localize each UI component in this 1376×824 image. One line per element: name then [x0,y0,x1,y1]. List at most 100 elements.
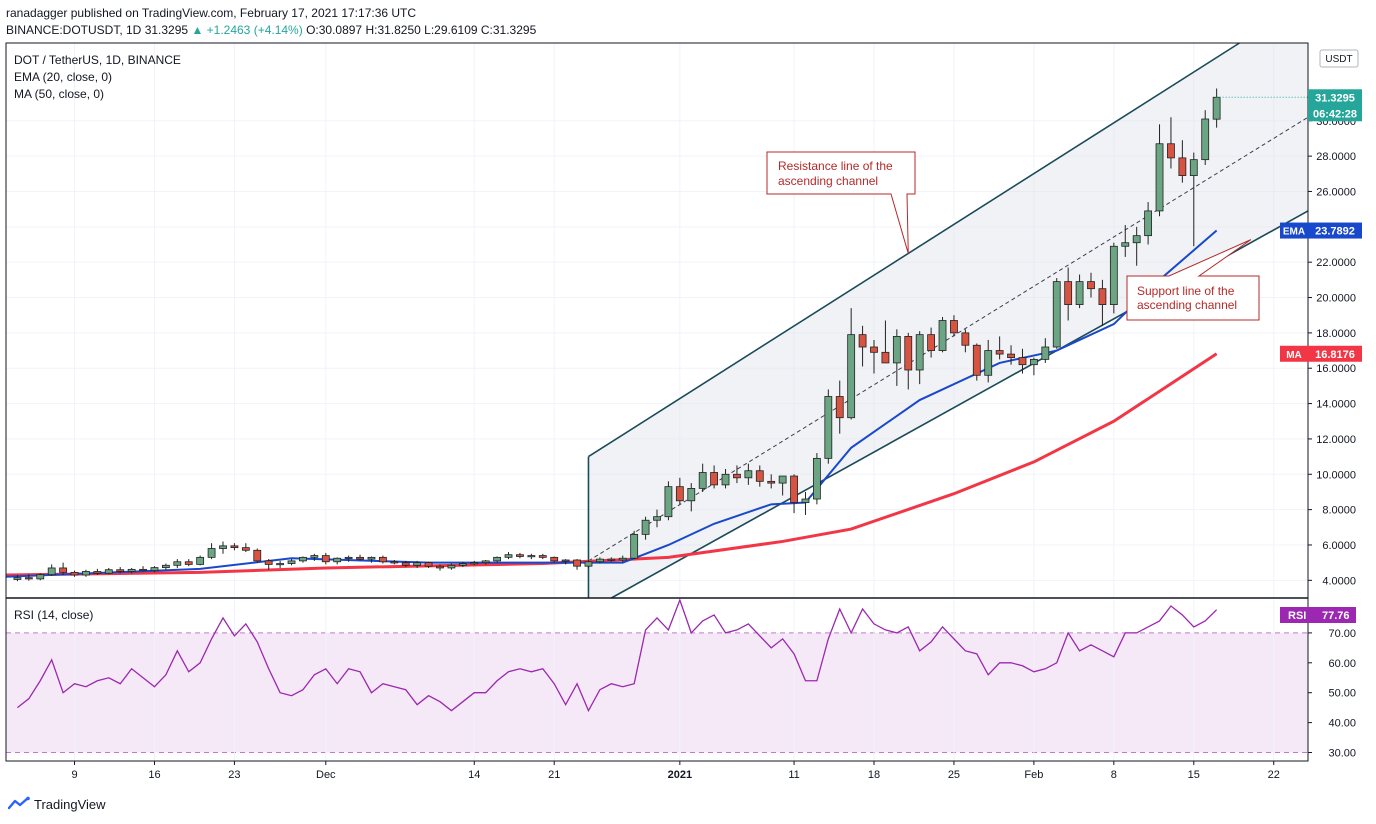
candle-body [367,556,376,560]
tradingview-brand[interactable]: TradingView [8,796,106,812]
support-callout-line2: ascending channel [1137,298,1237,312]
price-tick-label: 4.0000 [1322,575,1356,587]
time-tick-label: 21 [548,769,560,781]
candle [573,559,581,570]
candle-body [310,555,319,558]
candle-body [584,561,593,567]
price-tick-label: 20.0000 [1316,293,1356,305]
candle-body [835,396,844,419]
candle-body [378,556,387,563]
currency-label: USDT [1325,54,1352,65]
candle-body [915,334,924,371]
rsi-tick-label: 40.00 [1328,718,1356,730]
ema-value: 23.7892 [1315,226,1355,238]
price-labels: 31.3295 06:42:28 EMA 23.7892 MA 16.8176 [1280,89,1362,362]
currency-box[interactable]: USDT [1319,49,1359,68]
candle-body [173,561,182,566]
ohlc-values: O:30.0897 H:31.8250 L:29.6109 C:31.3295 [306,23,537,37]
chart-frame [5,42,1309,762]
candle-body [767,480,776,484]
legend: DOT / TetherUS, 1D, BINANCE EMA (20, clo… [14,53,181,101]
candle [1029,357,1038,376]
svg-text:RSI: RSI [1288,610,1306,622]
candle-body [698,472,707,489]
candle [801,491,810,515]
candle [904,332,913,390]
candle [824,389,833,464]
candle-body [721,473,730,486]
candle [230,543,239,551]
legend-pair: DOT / TetherUS, 1D, BINANCE [14,53,181,67]
candle-body [47,567,56,576]
candle [630,530,639,560]
candle [13,575,22,582]
candle-body [561,559,570,562]
candle [436,564,444,571]
candle-body [1075,281,1084,305]
candle-body [641,519,650,535]
candle [1007,345,1015,365]
candle-body [1052,281,1061,348]
resistance-line [588,42,1240,458]
candle-body [1144,210,1153,237]
candle [595,557,604,564]
candle [835,380,844,434]
candle-body [230,545,239,549]
candle [698,463,707,492]
candle-body [424,562,433,567]
candle-body [276,563,285,566]
rsi-tick-label: 60.00 [1328,658,1356,670]
candle [1155,124,1164,217]
candle-body [778,475,787,484]
candle [561,559,570,565]
candle-body [139,568,147,572]
candle [1087,272,1095,298]
rsi-vertical-grid [74,600,1275,760]
candle [675,477,684,505]
candle-body [927,334,936,351]
candle-body [618,557,627,561]
candle [1052,278,1061,349]
candle [401,560,410,568]
candle-body [299,556,307,562]
candle-body [858,334,867,348]
channel-fill [588,43,1308,598]
candle-body [207,548,216,558]
candle [493,556,502,563]
candle [1075,274,1084,309]
candle-body [493,556,502,562]
price-tick-label: 28.0000 [1316,151,1356,163]
candle-body [241,547,250,551]
candle [870,339,878,374]
time-axis[interactable]: 9 16 23 Dec 14 21 2021 11 18 25 Feb 8 15 22 [71,761,1280,781]
ma50-line [5,352,1218,577]
last-price-label: 31.3295 06:42:28 [1308,89,1362,122]
candle [367,556,376,563]
candle [82,569,90,577]
price-tick-label: 6.0000 [1322,540,1356,552]
candle [550,556,559,563]
time-tick-label: 16 [148,769,160,781]
legend-ma: MA (50, close, 0) [14,87,104,101]
support-callout-line1: Support line of the [1137,284,1235,298]
candle-body [1201,118,1210,161]
candle-body [127,568,136,572]
candle [458,561,467,568]
time-tick-label: 9 [71,769,77,781]
rsi-axis[interactable]: 30.00 40.00 50.00 60.00 70.00 [1308,628,1356,760]
rsi-band [6,632,1308,753]
candle [264,559,273,570]
candle-body [104,569,113,574]
candle [287,559,296,566]
published-line: ranadagger published on TradingView.com,… [6,6,417,20]
candle-body [538,555,547,558]
rsi-tick-label: 70.00 [1328,628,1356,640]
candle-body [356,556,364,560]
candle-body [344,556,353,559]
candle-body [287,560,296,564]
candle-body [573,559,581,567]
time-tick-label: 25 [948,769,960,781]
price-tick-label: 26.0000 [1316,186,1356,198]
candle [1064,267,1073,321]
